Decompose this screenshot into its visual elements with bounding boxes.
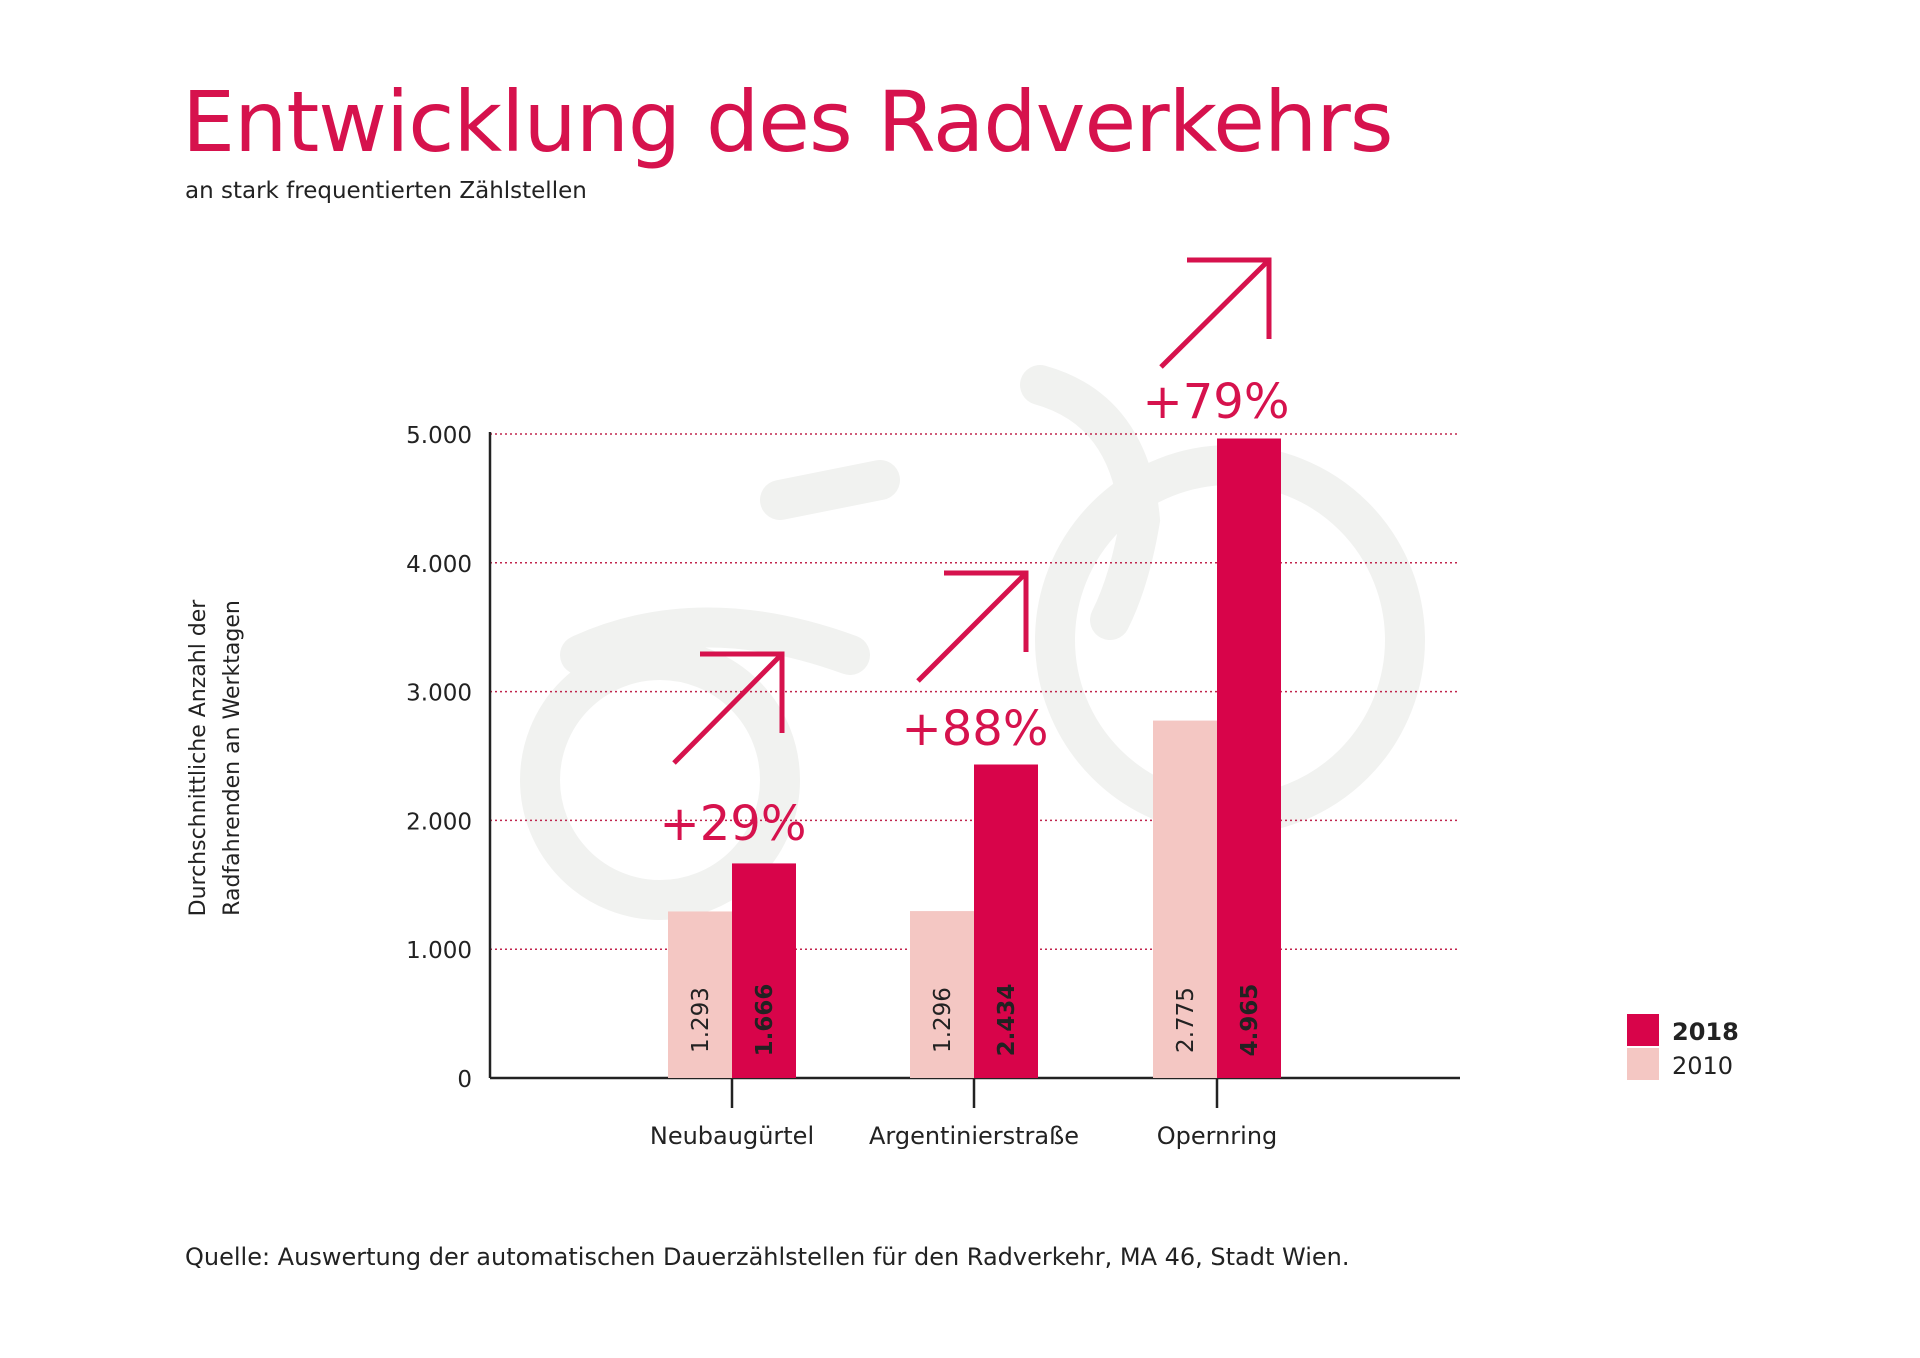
x-axis: Neubaugürtel Argentinierstraße Opernring [490, 1076, 1460, 1150]
growth-arrow-head-icon [944, 570, 1029, 652]
y-axis-label: Durchschnittliche Anzahl der Radfahrenden… [186, 599, 245, 917]
legend-swatch [1627, 1014, 1659, 1046]
growth-percentage: +79% [1143, 374, 1290, 430]
growth-arrow-head-icon [700, 651, 785, 733]
x-category-label: Neubaugürtel [650, 1122, 814, 1150]
growth-arrow-icon [916, 571, 1028, 683]
y-tick-label: 3.000 [406, 681, 472, 707]
bar-2018 [732, 863, 796, 1078]
value-label-2018: 2.434 [994, 984, 1020, 1057]
y-tick-label: 4.000 [406, 552, 472, 578]
value-label-2010: 1.296 [930, 987, 956, 1053]
x-category-label: Opernring [1157, 1122, 1278, 1150]
growth-arrow-icon [1159, 258, 1271, 369]
growth-percentage: +29% [660, 796, 807, 852]
growth-annotations: +29% +88% +79% [660, 257, 1290, 852]
value-label-2018: 1.666 [752, 984, 778, 1057]
legend-swatch [1627, 1048, 1659, 1080]
bar-2010 [1153, 720, 1217, 1078]
bar-value-labels: 1.293 1.666 1.296 2.434 2.775 4.965 [688, 984, 1263, 1057]
chart-subtitle: an stark frequentierten Zählstellen [185, 178, 587, 204]
x-category-label: Argentinierstraße [869, 1122, 1079, 1150]
chart-title: Entwicklung des Radverkehrs [182, 73, 1394, 171]
growth-arrow-head-icon [1187, 257, 1272, 339]
y-tick-label: 5.000 [406, 423, 472, 449]
growth-arrow-icon [672, 652, 784, 765]
y-axis-title-line: Durchschnittliche Anzahl der [186, 599, 211, 917]
legend-label: 2018 [1672, 1018, 1739, 1046]
source-note: Quelle: Auswertung der automatischen Dau… [185, 1243, 1350, 1271]
growth-percentage: +88% [902, 701, 1049, 757]
bar-2010 [910, 911, 974, 1078]
value-label-2018: 4.965 [1237, 984, 1263, 1057]
bar-2018 [974, 764, 1038, 1078]
legend-label: 2010 [1672, 1052, 1733, 1080]
value-label-2010: 1.293 [688, 987, 714, 1053]
y-axis-title-line: Radfahrenden an Werktagen [220, 600, 245, 916]
y-tick-label: 0 [457, 1067, 472, 1093]
bar-2010 [668, 911, 732, 1078]
bars [668, 438, 1281, 1078]
y-axis: 0 1.000 2.000 3.000 4.000 5.000 [406, 423, 492, 1093]
y-tick-label: 2.000 [406, 809, 472, 835]
legend: 2018 2010 [1627, 1014, 1739, 1080]
value-label-2010: 2.775 [1173, 987, 1199, 1053]
bar-2018 [1217, 438, 1281, 1078]
y-tick-label: 1.000 [406, 938, 472, 964]
